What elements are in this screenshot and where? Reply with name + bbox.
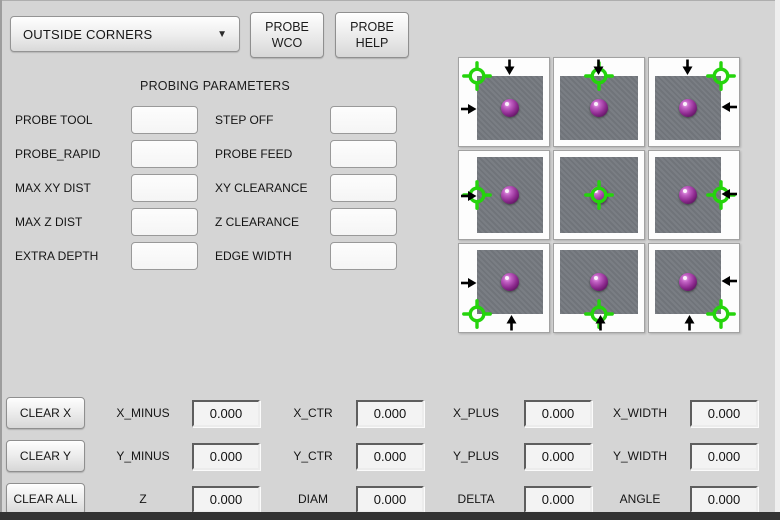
y-plus-label: Y_PLUS xyxy=(452,449,500,463)
probe-help-label-line1: PROBE xyxy=(350,19,394,34)
y-width-label: Y_WIDTH xyxy=(613,449,667,463)
probe-direction-arrow-right-icon xyxy=(721,189,738,201)
x-ctr-label: X_CTR xyxy=(293,406,333,420)
edge-width-input[interactable] xyxy=(330,242,397,270)
probe-mode-select[interactable]: OUTSIDE CORNERS ▼ xyxy=(10,16,240,52)
probe-direction-arrow-left-icon xyxy=(460,189,477,201)
z-clearance-label: Z CLEARANCE xyxy=(215,215,300,229)
window-edge-top xyxy=(0,0,780,1)
probe-mode-selected-value: OUTSIDE CORNERS xyxy=(23,26,153,42)
x-plus-value: 0.000 xyxy=(524,400,592,427)
probe-wco-label-line2: WCO xyxy=(271,36,303,50)
x-minus-value: 0.000 xyxy=(192,400,260,427)
probe-ball-icon xyxy=(501,273,519,291)
probe-cell-top-right xyxy=(648,57,740,147)
chevron-down-icon: ▼ xyxy=(217,28,227,40)
delta-label: DELTA xyxy=(457,492,495,506)
y-minus-label: Y_MINUS xyxy=(116,449,170,463)
probe-direction-arrow-left-icon xyxy=(460,102,477,114)
probe-feed-input[interactable] xyxy=(330,140,397,168)
crosshair-target-icon xyxy=(462,299,492,329)
probe-tool-label: PROBE TOOL xyxy=(15,113,93,127)
delta-value: 0.000 xyxy=(524,486,592,513)
max-z-dist-label: MAX Z DIST xyxy=(15,215,83,229)
workpiece-square xyxy=(560,157,638,233)
y-width-value: 0.000 xyxy=(690,443,758,470)
step-off-label: STEP OFF xyxy=(215,113,274,127)
probe-ball-icon xyxy=(679,273,697,291)
probe-cell-middle-left xyxy=(458,150,550,240)
edge-width-label: EDGE WIDTH xyxy=(215,249,292,263)
probe-direction-arrow-bottom-icon xyxy=(683,315,695,332)
probe-ball-icon xyxy=(590,99,608,117)
clear-y-button[interactable]: CLEAR Y xyxy=(6,440,85,472)
x-ctr-value: 0.000 xyxy=(356,400,424,427)
probe-ball-icon xyxy=(501,99,519,117)
probing-parameters-title: PROBING PARAMETERS xyxy=(140,79,290,93)
extra-depth-input[interactable] xyxy=(131,242,198,270)
y-minus-value: 0.000 xyxy=(192,443,260,470)
crosshair-target-icon xyxy=(706,299,736,329)
probe-ball-icon xyxy=(679,186,697,204)
probe-wco-label-line1: PROBE xyxy=(265,19,309,34)
probe-rapid-label: PROBE_RAPID xyxy=(15,147,101,161)
y-plus-value: 0.000 xyxy=(524,443,592,470)
clear-all-button[interactable]: CLEAR ALL xyxy=(6,483,85,515)
z-value: 0.000 xyxy=(192,486,260,513)
xy-clearance-label: XY CLEARANCE xyxy=(215,181,308,195)
z-clearance-input[interactable] xyxy=(330,208,397,236)
step-off-input[interactable] xyxy=(330,106,397,134)
x-minus-label: X_MINUS xyxy=(116,406,170,420)
probe-direction-arrow-right-icon xyxy=(721,102,738,114)
window-edge-left xyxy=(0,0,2,520)
probe-help-label-line2: HELP xyxy=(355,36,389,50)
crosshair-target-icon xyxy=(462,61,492,91)
max-z-dist-input[interactable] xyxy=(131,208,198,236)
probe-rapid-input[interactable] xyxy=(131,140,198,168)
probe-cell-middle-right xyxy=(648,150,740,240)
probe-ball-icon xyxy=(590,273,608,291)
clear-x-button[interactable]: CLEAR X xyxy=(6,397,85,429)
probe-direction-arrow-top-icon xyxy=(504,59,517,76)
diam-value: 0.000 xyxy=(356,486,424,513)
probe-wco-button[interactable]: PROBE WCO xyxy=(250,12,324,58)
y-ctr-label: Y_CTR xyxy=(293,449,333,463)
probe-direction-arrow-right-icon xyxy=(721,276,738,288)
x-width-value: 0.000 xyxy=(690,400,758,427)
z-label: Z xyxy=(139,492,147,506)
angle-label: ANGLE xyxy=(619,492,661,506)
probe-direction-arrow-top-icon xyxy=(593,59,606,76)
probe-tool-input[interactable] xyxy=(131,106,198,134)
probe-feed-label: PROBE FEED xyxy=(215,147,293,161)
probe-cell-bottom-right xyxy=(648,243,740,333)
crosshair-target-icon xyxy=(706,180,736,210)
probe-help-button[interactable]: PROBE HELP xyxy=(335,12,409,58)
angle-value: 0.000 xyxy=(690,486,758,513)
diam-label: DIAM xyxy=(298,492,328,506)
max-xy-dist-input[interactable] xyxy=(131,174,198,202)
probe-cell-top-left xyxy=(458,57,550,147)
probe-direction-arrow-top-icon xyxy=(682,59,695,76)
probe-ball-icon xyxy=(679,99,697,117)
crosshair-target-icon xyxy=(706,61,736,91)
probe-cell-bottom-left xyxy=(458,243,550,333)
xy-clearance-input[interactable] xyxy=(330,174,397,202)
probe-ball-icon xyxy=(501,186,519,204)
extra-depth-label: EXTRA DEPTH xyxy=(15,249,99,263)
x-width-label: X_WIDTH xyxy=(613,406,667,420)
crosshair-target-icon xyxy=(584,180,614,210)
window-edge-right xyxy=(775,0,780,520)
max-xy-dist-label: MAX XY DIST xyxy=(15,181,91,195)
workpiece-square xyxy=(477,76,543,140)
probe-cell-top-center xyxy=(553,57,645,147)
probe-direction-arrow-bottom-icon xyxy=(505,315,517,332)
probe-cell-center xyxy=(553,150,645,240)
probe-direction-arrow-left-icon xyxy=(460,276,477,288)
y-ctr-value: 0.000 xyxy=(356,443,424,470)
probe-cell-bottom-center xyxy=(553,243,645,333)
probe-direction-arrow-bottom-icon xyxy=(594,315,606,332)
window-edge-bottom xyxy=(0,512,780,520)
x-plus-label: X_PLUS xyxy=(452,406,500,420)
